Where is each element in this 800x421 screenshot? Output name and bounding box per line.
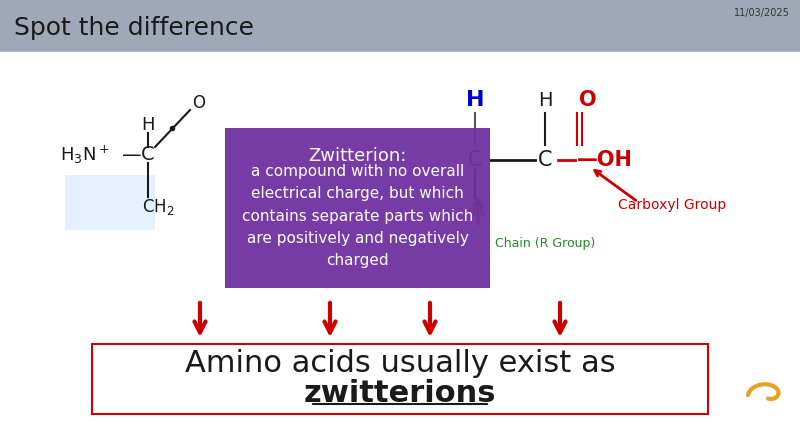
- Text: $\mathregular{CH_2}$: $\mathregular{CH_2}$: [142, 197, 174, 217]
- Bar: [0, 52, 800, 421]
- Text: —OH: —OH: [577, 150, 633, 170]
- Text: C: C: [468, 150, 482, 170]
- Text: Amino acids usually exist as: Amino acids usually exist as: [185, 349, 615, 378]
- Text: a compound with no overall
electrical charge, but which
contains separate parts : a compound with no overall electrical ch…: [242, 164, 473, 268]
- Text: Spot the difference: Spot the difference: [14, 16, 254, 40]
- Text: H: H: [142, 116, 154, 134]
- Text: Zwitterion:: Zwitterion:: [308, 147, 406, 165]
- Text: 11/03/2025: 11/03/2025: [734, 8, 790, 18]
- Bar: [92, 344, 708, 414]
- Text: H: H: [466, 90, 484, 110]
- Text: —: —: [122, 146, 142, 165]
- Bar: [225, 128, 490, 288]
- Text: O: O: [192, 94, 205, 112]
- Text: R: R: [470, 200, 486, 219]
- Text: Chain (R Group): Chain (R Group): [495, 237, 595, 250]
- Text: Carboxyl Group: Carboxyl Group: [618, 198, 726, 212]
- Text: O: O: [579, 90, 597, 110]
- Text: zwitterions: zwitterions: [304, 379, 496, 408]
- Bar: [65, 175, 155, 230]
- Text: C: C: [141, 146, 155, 165]
- Text: $\mathregular{H_3N^+}$: $\mathregular{H_3N^+}$: [61, 144, 110, 166]
- Text: H: H: [538, 91, 552, 109]
- Text: C: C: [538, 150, 552, 170]
- Bar: [0, 0, 800, 52]
